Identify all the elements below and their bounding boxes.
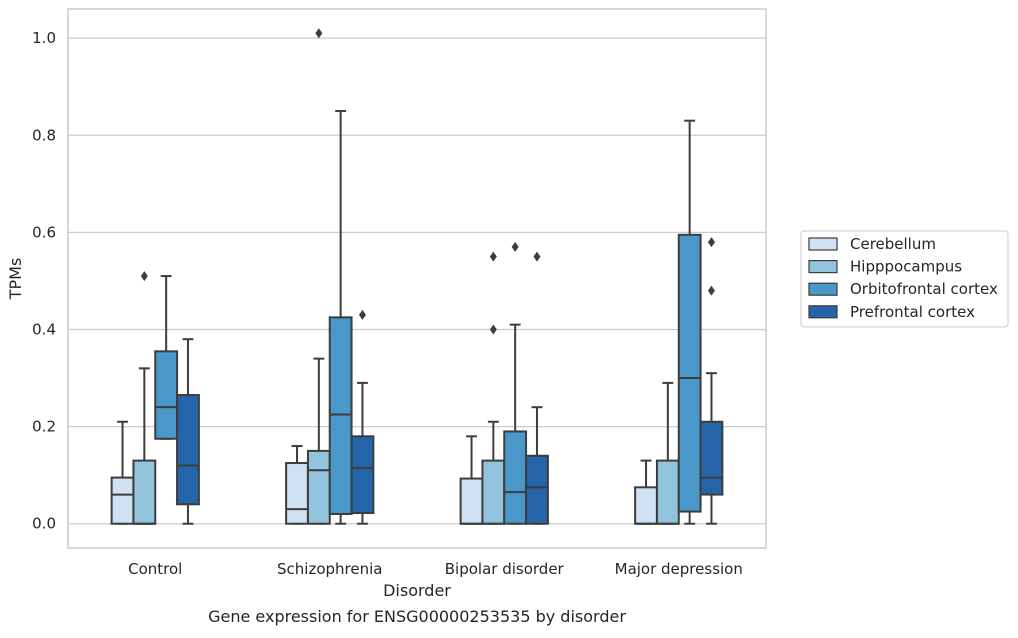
- box-body: [176, 394, 200, 506]
- box-cerebellum: [110, 420, 135, 525]
- legend-swatch: [808, 237, 838, 251]
- outlier-point: [489, 251, 497, 262]
- outlier-point: [707, 285, 715, 296]
- legend-swatch: [808, 282, 838, 296]
- outlier-point: [533, 251, 541, 262]
- chart-caption: Gene expression for ENSG00000253535 by d…: [208, 607, 626, 626]
- legend-swatch: [808, 260, 838, 274]
- outlier-point: [707, 237, 715, 248]
- outlier-point: [358, 309, 366, 320]
- y-tick-label: 1.0: [32, 29, 56, 47]
- box-body: [525, 454, 549, 525]
- box-body: [699, 420, 724, 496]
- box-body: [154, 350, 179, 440]
- y-tick-label: 0.2: [32, 418, 56, 436]
- legend-frame: [800, 230, 1009, 328]
- y-tick-label: 0.6: [32, 223, 56, 241]
- y-axis-title: TPMs: [6, 258, 25, 301]
- box-marks: [110, 28, 724, 525]
- legend: Cerebellum Hipppocampus Orbitofrontal cort…: [800, 230, 1009, 328]
- box-body: [285, 462, 309, 525]
- box-prefrontal-cortex: [350, 309, 375, 525]
- legend-label: Hipppocampus: [850, 258, 962, 276]
- box-orbitofrontal-cortex: [677, 119, 702, 525]
- box-orbitofrontal-cortex: [503, 241, 528, 525]
- box-body: [306, 449, 331, 525]
- box-cerebellum: [285, 445, 309, 525]
- legend-label: Cerebellum: [850, 235, 936, 253]
- box-orbitofrontal-cortex: [154, 275, 179, 440]
- box-orbitofrontal-cortex: [328, 109, 353, 525]
- axis-labels: 0.0 0.2 0.4 0.6 0.8 1.0 Control Schizophrenia Bi…: [32, 29, 743, 578]
- x-tick-label: Schizophrenia: [277, 560, 382, 578]
- box-prefrontal-cortex: [525, 251, 549, 525]
- x-tick-label: Control: [128, 560, 182, 578]
- box-body: [503, 430, 528, 525]
- y-tick-label: 0.4: [32, 320, 56, 338]
- outlier-point: [511, 241, 519, 252]
- box-body: [132, 459, 157, 525]
- y-tick-label: 0.8: [32, 126, 56, 144]
- box-body: [655, 459, 680, 525]
- box-hipppocampus: [132, 271, 157, 525]
- box-body: [634, 486, 658, 525]
- legend-label: Prefrontal cortex: [850, 303, 975, 321]
- box-prefrontal-cortex: [176, 338, 200, 525]
- box-cerebellum: [634, 459, 658, 525]
- box-hipppocampus: [481, 251, 506, 525]
- box-body: [677, 233, 702, 513]
- outlier-point: [140, 271, 148, 282]
- box-body: [459, 477, 484, 525]
- box-body: [110, 476, 135, 525]
- plot-area-frame: [67, 8, 767, 549]
- legend-swatch: [808, 305, 838, 319]
- box-body: [350, 435, 375, 515]
- box-body: [328, 316, 353, 516]
- outlier-point: [315, 28, 323, 39]
- box-hipppocampus: [655, 381, 680, 525]
- box-cerebellum: [459, 435, 484, 525]
- x-axis-title: Disorder: [383, 581, 451, 600]
- box-prefrontal-cortex: [699, 237, 724, 525]
- x-tick-label: Major depression: [615, 560, 743, 578]
- y-tick-label: 0.0: [32, 515, 56, 533]
- box-body: [481, 459, 506, 525]
- x-tick-label: Bipolar disorder: [445, 560, 565, 578]
- box-hipppocampus: [306, 28, 331, 525]
- grid-lines: [68, 37, 766, 525]
- legend-label: Orbitofrontal cortex: [850, 280, 998, 298]
- outlier-point: [489, 324, 497, 335]
